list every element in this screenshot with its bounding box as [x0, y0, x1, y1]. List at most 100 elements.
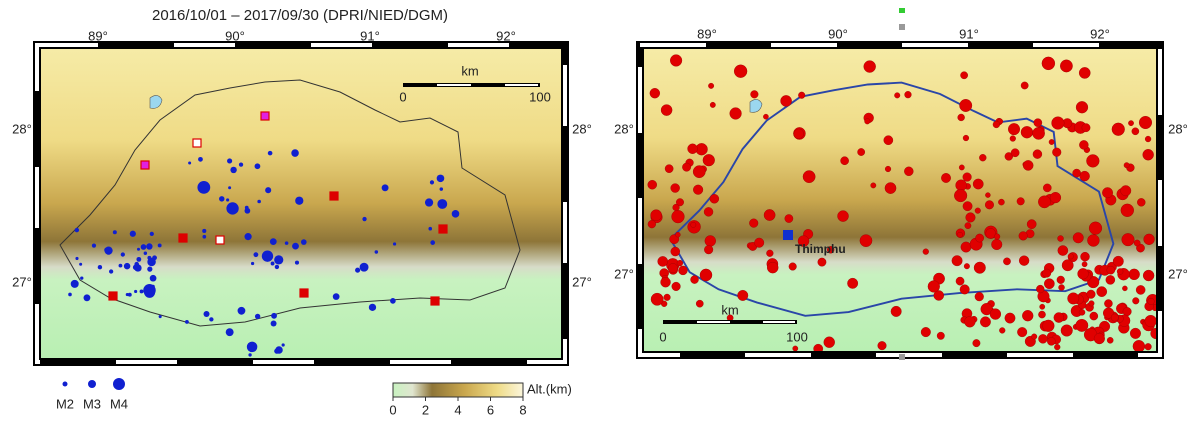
quake-dot	[362, 217, 366, 221]
quake-dot	[1050, 192, 1061, 203]
legend-dot	[88, 380, 96, 388]
station	[109, 292, 117, 300]
quake-dot	[885, 183, 896, 194]
quake-dot	[1058, 236, 1064, 242]
quake-dot	[954, 189, 967, 202]
quake-dot	[661, 277, 671, 287]
colorbar-tick-label: 8	[519, 402, 526, 417]
quake-dot	[1121, 185, 1131, 195]
quake-dot	[975, 208, 981, 214]
quake-dot	[1057, 276, 1065, 284]
quake-dot	[75, 257, 78, 260]
colorbar-ramp	[393, 383, 523, 397]
quake-dot	[974, 262, 985, 273]
lon-label: 92°	[1090, 26, 1110, 41]
quake-dot	[789, 263, 797, 271]
quake-dot	[1117, 268, 1123, 274]
quake-dot	[1078, 268, 1089, 279]
quake-dot	[905, 91, 912, 98]
quake-dot	[1017, 198, 1025, 206]
station	[216, 236, 224, 244]
quake-dot	[884, 136, 893, 145]
left-map: km 0 100	[37, 45, 565, 362]
quake-dot	[734, 65, 747, 78]
quake-dot	[124, 263, 130, 269]
quake-dot	[891, 306, 901, 316]
quake-dot	[121, 252, 125, 256]
quake-dot	[1104, 300, 1112, 308]
quake-dot	[963, 135, 969, 141]
quake-dot	[295, 197, 303, 205]
quake-dot	[1043, 269, 1051, 277]
colorbar-tick-label: 6	[487, 402, 494, 417]
quake-dot	[253, 252, 258, 257]
quake-dot	[1068, 293, 1079, 304]
quake-dot	[226, 328, 234, 336]
lat-label: 28°	[614, 121, 634, 136]
scale-start: 0	[399, 89, 406, 104]
quake-dot	[301, 239, 307, 245]
quake-dot	[963, 173, 972, 182]
lon-label: 89°	[697, 26, 717, 41]
quake-dot	[964, 316, 975, 327]
colorbar-tick-label: 2	[422, 402, 429, 417]
quake-dot	[1027, 220, 1036, 229]
quake-dot	[202, 229, 206, 233]
quake-dot	[847, 278, 857, 288]
quake-dot	[1049, 139, 1054, 144]
quake-dot	[79, 263, 82, 266]
quake-dot	[979, 154, 986, 161]
quake-dot	[1139, 116, 1152, 129]
quake-dot	[390, 298, 396, 304]
quake-dot	[1087, 290, 1096, 299]
quake-dot	[952, 255, 962, 265]
quake-dot	[668, 263, 678, 273]
quake-dot	[766, 250, 773, 257]
quake-dot	[137, 248, 140, 251]
quake-dot	[651, 293, 663, 305]
quake-dot	[360, 263, 369, 272]
quake-dot	[136, 257, 141, 262]
quake-dot	[670, 55, 682, 67]
quake-dot	[147, 256, 151, 260]
quake-dot	[1042, 57, 1055, 70]
scale-end: 100	[786, 329, 808, 344]
quake-dot	[691, 276, 699, 284]
quake-dot	[648, 180, 657, 189]
quake-dot	[1090, 312, 1098, 320]
quake-dot	[1040, 304, 1045, 309]
quake-dot	[247, 342, 258, 353]
quake-dot	[693, 185, 703, 195]
quake-dot	[238, 307, 246, 315]
quake-dot	[141, 244, 147, 250]
quake-dot	[1052, 117, 1065, 130]
quake-dot	[1060, 60, 1072, 72]
quake-dot	[1107, 337, 1113, 343]
quake-dot	[960, 72, 967, 79]
quake-dot	[785, 214, 793, 222]
quake-dot	[650, 88, 660, 98]
quake-dot	[999, 328, 1005, 334]
quake-dot	[818, 258, 826, 266]
quake-dot	[1038, 334, 1047, 343]
quake-dot	[152, 255, 157, 260]
colorbar-tick-label: 0	[389, 402, 396, 417]
quake-dot	[1129, 269, 1140, 280]
quake-dot	[1080, 171, 1090, 181]
quake-dot	[282, 343, 285, 346]
quake-dot	[1033, 150, 1042, 159]
quake-dot	[665, 165, 673, 173]
quake-dot	[1038, 311, 1045, 318]
quake-dot	[1008, 123, 1020, 135]
legend-dot	[63, 382, 68, 387]
quake-dot	[958, 114, 965, 121]
quake-dot	[682, 163, 690, 171]
quake-dot	[68, 293, 72, 297]
quake-dot	[885, 166, 891, 172]
quake-dot	[140, 289, 144, 293]
station	[261, 112, 269, 120]
quake-dot	[1145, 343, 1152, 350]
quake-dot	[219, 196, 224, 201]
quake-dot	[1054, 344, 1060, 350]
lon-label: 90°	[225, 28, 245, 43]
